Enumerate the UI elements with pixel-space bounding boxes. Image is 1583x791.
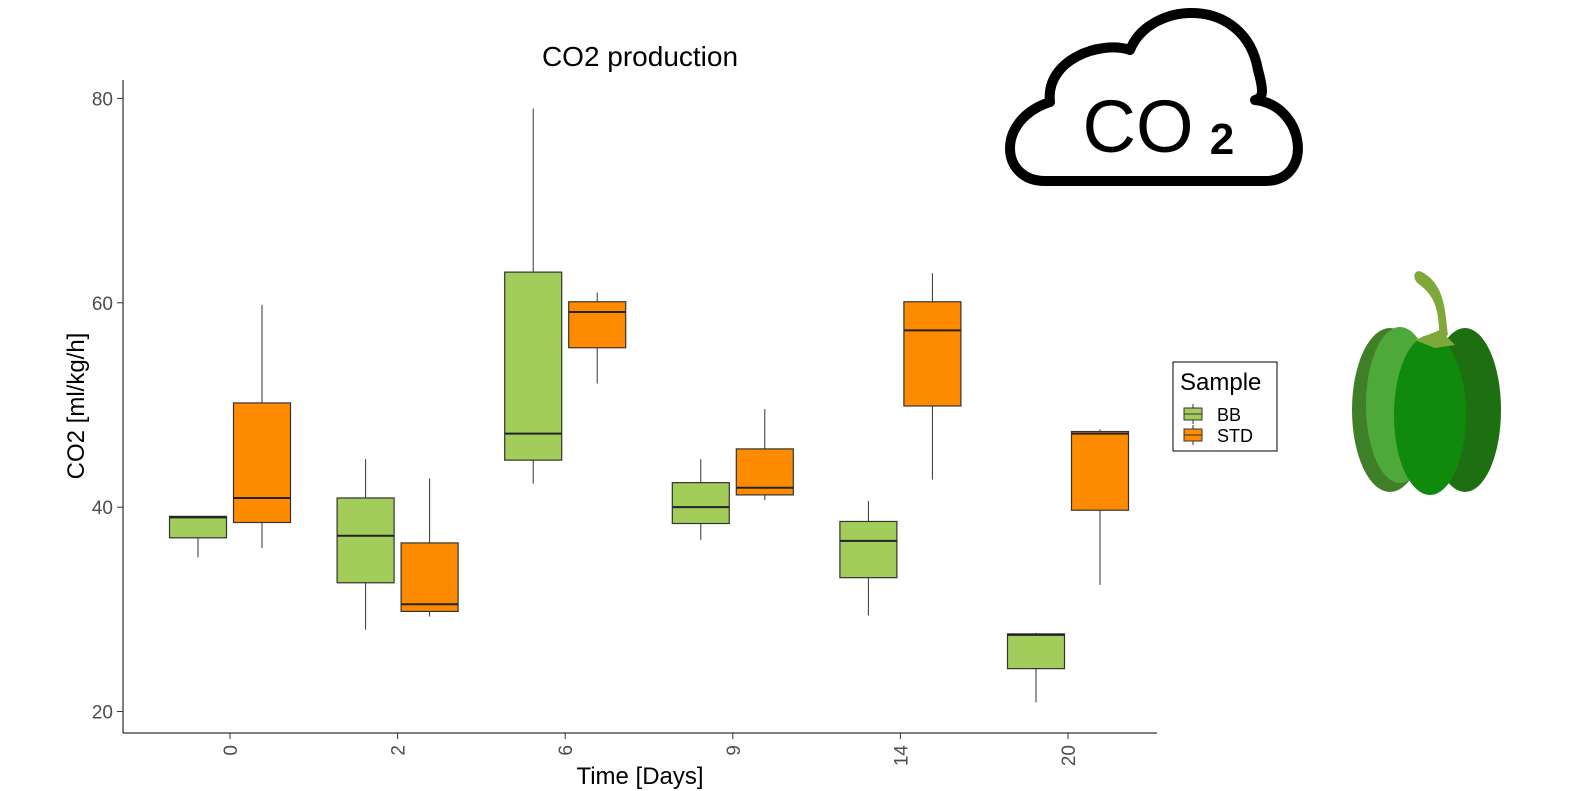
box-body [232, 402, 292, 524]
box [400, 478, 459, 617]
box-body [336, 497, 395, 584]
x-tick-label: 14 [891, 745, 912, 767]
box [568, 292, 627, 384]
y-tick-label: 80 [92, 89, 113, 110]
box [1006, 632, 1066, 703]
box-body [504, 271, 563, 461]
legend-label: STD [1217, 426, 1253, 446]
pepper-lobe [1394, 335, 1466, 495]
x-tick-label: 0 [221, 745, 242, 756]
box-body [568, 301, 627, 349]
legend-label: BB [1217, 405, 1241, 425]
pepper-cap [1415, 330, 1455, 348]
box [232, 304, 292, 549]
legend-title: Sample [1180, 369, 1261, 396]
box-body [903, 301, 962, 407]
cloud-icon: CO 2 [1005, 8, 1303, 186]
y-tick-label: 60 [92, 294, 113, 315]
box [735, 409, 794, 501]
x-tick-label: 6 [556, 745, 577, 756]
box-body [1070, 430, 1130, 511]
chart-title: CO2 production [542, 41, 738, 72]
icon-subscript: 2 [1210, 115, 1234, 164]
box [671, 459, 730, 540]
box [336, 459, 395, 630]
pepper-stem [1414, 271, 1448, 340]
x-axis-title: Time [Days] [576, 763, 703, 790]
y-tick-label: 40 [92, 498, 113, 519]
x-tick-label: 9 [724, 745, 745, 756]
box-body [1006, 633, 1066, 670]
box [839, 501, 898, 616]
box-body [671, 482, 730, 525]
x-tick-label: 2 [389, 745, 410, 756]
x-tick-label: 20 [1059, 745, 1080, 766]
box-body [168, 515, 228, 539]
box [168, 515, 228, 558]
pepper-icon [1352, 271, 1501, 495]
box [1070, 429, 1130, 585]
box-body [400, 542, 459, 612]
y-tick-label: 20 [92, 703, 113, 724]
icon-text: CO [1083, 85, 1194, 168]
box [903, 273, 962, 480]
cloud-outline [1005, 8, 1303, 186]
box-body [839, 520, 898, 579]
box [504, 108, 563, 484]
y-axis-title: CO2 [ml/kg/h] [63, 333, 90, 480]
